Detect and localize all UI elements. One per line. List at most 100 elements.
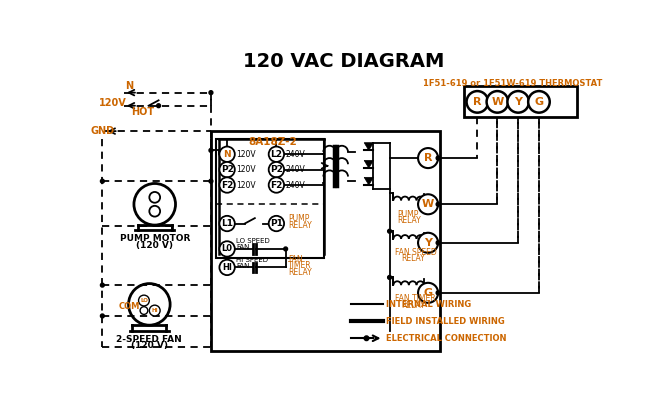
Text: FAN: FAN xyxy=(237,263,250,269)
Text: Y: Y xyxy=(424,238,432,248)
Circle shape xyxy=(486,91,508,113)
Circle shape xyxy=(219,177,234,193)
Circle shape xyxy=(209,91,213,95)
Polygon shape xyxy=(364,177,373,185)
Circle shape xyxy=(528,91,549,113)
Text: P2: P2 xyxy=(220,165,234,174)
Circle shape xyxy=(140,307,148,314)
Circle shape xyxy=(219,260,234,275)
Text: HI: HI xyxy=(151,308,158,313)
Text: W: W xyxy=(491,97,503,107)
Text: 120V: 120V xyxy=(237,165,256,174)
Text: 8A18Z-2: 8A18Z-2 xyxy=(248,137,297,147)
Circle shape xyxy=(149,206,160,217)
Bar xyxy=(211,131,440,351)
Circle shape xyxy=(219,216,234,231)
Circle shape xyxy=(100,179,105,183)
Circle shape xyxy=(466,91,488,113)
Polygon shape xyxy=(364,143,373,150)
Text: RELAY: RELAY xyxy=(401,254,425,264)
Circle shape xyxy=(269,216,284,231)
Text: R: R xyxy=(424,153,432,163)
Text: L0: L0 xyxy=(222,244,232,253)
Text: P1: P1 xyxy=(270,219,283,228)
Text: 120V: 120V xyxy=(237,181,256,189)
Text: RELAY: RELAY xyxy=(397,216,421,225)
Circle shape xyxy=(139,295,149,306)
Circle shape xyxy=(436,291,440,295)
Circle shape xyxy=(100,314,105,318)
Circle shape xyxy=(418,233,438,253)
Text: G: G xyxy=(535,97,543,107)
Circle shape xyxy=(209,179,213,183)
Text: 120 VAC DIAGRAM: 120 VAC DIAGRAM xyxy=(243,52,444,70)
Text: F2: F2 xyxy=(270,181,283,189)
Circle shape xyxy=(219,147,234,162)
Text: TIMER: TIMER xyxy=(288,261,312,270)
Text: FAN SPEED: FAN SPEED xyxy=(395,248,437,257)
Text: N: N xyxy=(223,150,231,159)
Text: LO: LO xyxy=(140,298,148,303)
Circle shape xyxy=(418,148,438,168)
Text: (120 V): (120 V) xyxy=(136,241,174,251)
Circle shape xyxy=(157,104,161,108)
Circle shape xyxy=(219,162,234,177)
Text: HI: HI xyxy=(222,263,232,272)
Circle shape xyxy=(219,241,234,257)
Text: 2-SPEED FAN: 2-SPEED FAN xyxy=(117,334,182,344)
Text: W: W xyxy=(422,199,434,209)
Text: HOT: HOT xyxy=(131,107,155,117)
Text: RELAY: RELAY xyxy=(401,301,425,310)
Text: 120V: 120V xyxy=(237,150,256,159)
Circle shape xyxy=(388,229,391,233)
Circle shape xyxy=(418,194,438,214)
Text: 240V: 240V xyxy=(285,181,306,189)
Polygon shape xyxy=(364,160,373,168)
Text: (120 V): (120 V) xyxy=(131,341,168,350)
Text: RELAY: RELAY xyxy=(288,221,312,230)
Circle shape xyxy=(269,162,284,177)
Circle shape xyxy=(283,247,287,251)
Text: L1: L1 xyxy=(221,219,233,228)
Circle shape xyxy=(436,202,440,206)
Bar xyxy=(464,86,577,117)
Circle shape xyxy=(269,147,284,162)
Text: FIELD INSTALLED WIRING: FIELD INSTALLED WIRING xyxy=(387,317,505,326)
Text: 1F51-619 or 1F51W-619 THERMOSTAT: 1F51-619 or 1F51W-619 THERMOSTAT xyxy=(423,79,602,88)
Text: RELAY: RELAY xyxy=(288,268,312,277)
Circle shape xyxy=(418,283,438,303)
Text: PUMP MOTOR: PUMP MOTOR xyxy=(119,234,190,243)
Text: F2: F2 xyxy=(221,181,233,189)
Text: HI SPEED: HI SPEED xyxy=(237,257,269,263)
Bar xyxy=(216,139,324,258)
Circle shape xyxy=(388,276,391,279)
Text: COM: COM xyxy=(119,302,140,311)
Text: L2: L2 xyxy=(271,150,282,159)
Text: LO SPEED: LO SPEED xyxy=(237,238,270,244)
Text: P2: P2 xyxy=(270,165,283,174)
Text: 120V: 120V xyxy=(99,98,127,108)
Text: R: R xyxy=(473,97,482,107)
Circle shape xyxy=(209,148,213,152)
Circle shape xyxy=(364,336,368,341)
Circle shape xyxy=(436,241,440,245)
Text: G: G xyxy=(423,288,433,298)
Text: FAN TIMER: FAN TIMER xyxy=(395,295,436,303)
Text: PUMP: PUMP xyxy=(397,210,419,219)
Circle shape xyxy=(149,192,160,203)
Text: INTERNAL WIRING: INTERNAL WIRING xyxy=(387,300,472,309)
Text: ELECTRICAL CONNECTION: ELECTRICAL CONNECTION xyxy=(387,334,507,343)
Text: FAN: FAN xyxy=(288,255,303,264)
Circle shape xyxy=(507,91,529,113)
Circle shape xyxy=(269,177,284,193)
Circle shape xyxy=(100,283,105,287)
Text: FAN: FAN xyxy=(237,244,250,251)
Text: N: N xyxy=(125,81,133,91)
Text: Y: Y xyxy=(514,97,522,107)
Circle shape xyxy=(149,305,160,316)
Text: GND: GND xyxy=(91,126,115,136)
Text: 240V: 240V xyxy=(285,165,306,174)
Text: 240V: 240V xyxy=(285,150,306,159)
Text: PUMP: PUMP xyxy=(288,214,310,222)
Circle shape xyxy=(436,156,440,160)
